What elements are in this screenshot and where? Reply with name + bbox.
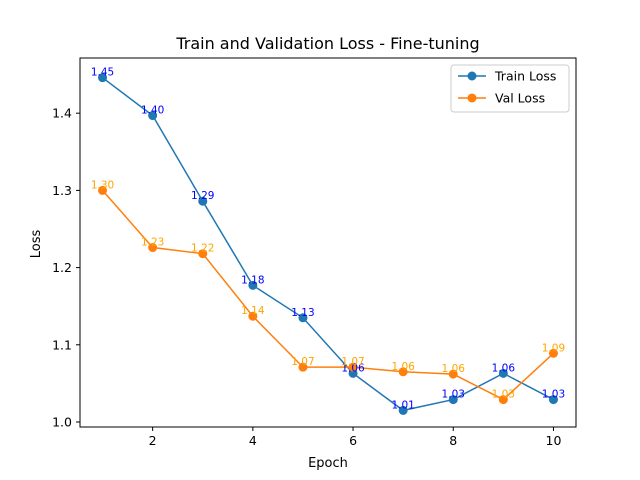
train-loss-data-label: 1.01 bbox=[391, 399, 414, 411]
val-loss-data-label: 1.23 bbox=[141, 237, 164, 249]
train-loss-point bbox=[348, 368, 358, 378]
train-loss-data-label: 1.29 bbox=[191, 190, 214, 202]
val-loss-data-label: 1.06 bbox=[391, 361, 415, 373]
train-loss-point bbox=[548, 395, 558, 405]
val-loss-point bbox=[198, 249, 208, 259]
train-loss-point bbox=[398, 405, 408, 415]
train-loss-point bbox=[448, 395, 458, 405]
val-loss-point bbox=[148, 243, 158, 253]
val-loss-data-label: 1.30 bbox=[91, 179, 114, 191]
val-loss-point bbox=[448, 369, 458, 379]
x-tick-label: 10 bbox=[546, 433, 562, 448]
x-tick-label: 2 bbox=[149, 433, 157, 448]
plot-frame bbox=[79, 57, 577, 428]
val-loss-point bbox=[248, 311, 258, 321]
x-tick-label: 4 bbox=[249, 433, 257, 448]
x-tick-label: 8 bbox=[449, 433, 457, 448]
axis-ticks: 2 4 6 8 10 1.0 1.1 1.2 1.3 1.4 bbox=[52, 106, 561, 448]
val-loss-data-label: 1.14 bbox=[241, 305, 265, 317]
series-lines bbox=[101, 77, 554, 412]
val-loss-data-label: 1.06 bbox=[442, 363, 466, 375]
y-tick-label: 1.3 bbox=[52, 183, 72, 198]
val-loss-point bbox=[348, 362, 358, 372]
train-loss-data-label: 1.40 bbox=[141, 105, 164, 117]
train-loss-data-label: 1.13 bbox=[291, 307, 314, 319]
val-loss-data-label: 1.09 bbox=[542, 342, 565, 354]
legend-val-marker bbox=[467, 93, 477, 103]
y-tick-label: 1.1 bbox=[52, 337, 72, 352]
train-loss-data-label: 1.03 bbox=[542, 389, 565, 401]
x-axis-label: Epoch bbox=[308, 456, 348, 471]
val-loss-data-label: 1.07 bbox=[341, 356, 364, 368]
chart-title: Train and Validation Loss - Fine-tuning bbox=[175, 34, 479, 53]
y-axis-label: Loss bbox=[29, 230, 44, 259]
train-loss-data-label: 1.06 bbox=[341, 362, 365, 374]
train-loss-data-label: 1.06 bbox=[492, 362, 516, 374]
legend-train-label: Train Loss bbox=[494, 69, 556, 84]
train-loss-data-label: 1.18 bbox=[241, 274, 264, 286]
train-loss-point bbox=[148, 111, 158, 121]
legend: Train Loss Val Loss bbox=[450, 64, 570, 113]
legend-val-label: Val Loss bbox=[495, 91, 545, 106]
series-points bbox=[98, 73, 558, 415]
train-loss-point bbox=[298, 313, 308, 323]
val-loss-point bbox=[298, 362, 308, 372]
val-loss-data-label: 1.03 bbox=[492, 389, 515, 401]
val-loss-data-label: 1.07 bbox=[291, 356, 314, 368]
val-loss-line bbox=[101, 189, 554, 401]
y-tick-label: 1.0 bbox=[52, 414, 72, 429]
train-loss-data-label: 1.45 bbox=[91, 67, 114, 79]
y-tick-label: 1.4 bbox=[52, 106, 72, 121]
train-loss-point bbox=[198, 196, 208, 206]
val-loss-point bbox=[548, 348, 558, 358]
val-loss-point bbox=[498, 395, 508, 405]
val-loss-point bbox=[398, 367, 408, 377]
val-loss-point bbox=[98, 185, 108, 195]
y-tick-label: 1.2 bbox=[52, 260, 72, 275]
x-tick-label: 6 bbox=[349, 433, 357, 448]
train-loss-point bbox=[498, 368, 508, 378]
val-loss-data-label: 1.22 bbox=[191, 243, 214, 255]
train-loss-point bbox=[248, 280, 258, 290]
data-labels: 1.45 1.40 1.29 1.18 1.13 1.06 1.01 1.03 1.06 1.03… bbox=[91, 67, 565, 412]
train-loss-data-label: 1.03 bbox=[442, 389, 465, 401]
legend-train-marker bbox=[467, 71, 477, 81]
train-loss-point bbox=[98, 73, 108, 83]
